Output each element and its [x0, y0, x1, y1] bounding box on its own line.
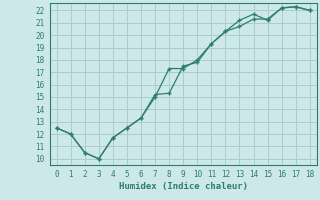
X-axis label: Humidex (Indice chaleur): Humidex (Indice chaleur) [119, 182, 248, 191]
